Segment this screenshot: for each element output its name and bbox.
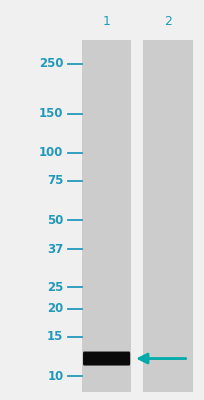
Text: 1: 1 — [102, 15, 110, 28]
Text: 15: 15 — [47, 330, 63, 343]
Text: 250: 250 — [39, 58, 63, 70]
Text: 25: 25 — [47, 281, 63, 294]
Text: 20: 20 — [47, 302, 63, 316]
Bar — [82, 40, 131, 392]
Bar — [143, 40, 192, 392]
Text: 75: 75 — [47, 174, 63, 187]
Text: 10: 10 — [47, 370, 63, 383]
Text: 150: 150 — [39, 107, 63, 120]
Text: 37: 37 — [47, 243, 63, 256]
FancyBboxPatch shape — [83, 352, 130, 366]
Text: 50: 50 — [47, 214, 63, 226]
Text: 2: 2 — [163, 15, 171, 28]
Text: 100: 100 — [39, 146, 63, 159]
